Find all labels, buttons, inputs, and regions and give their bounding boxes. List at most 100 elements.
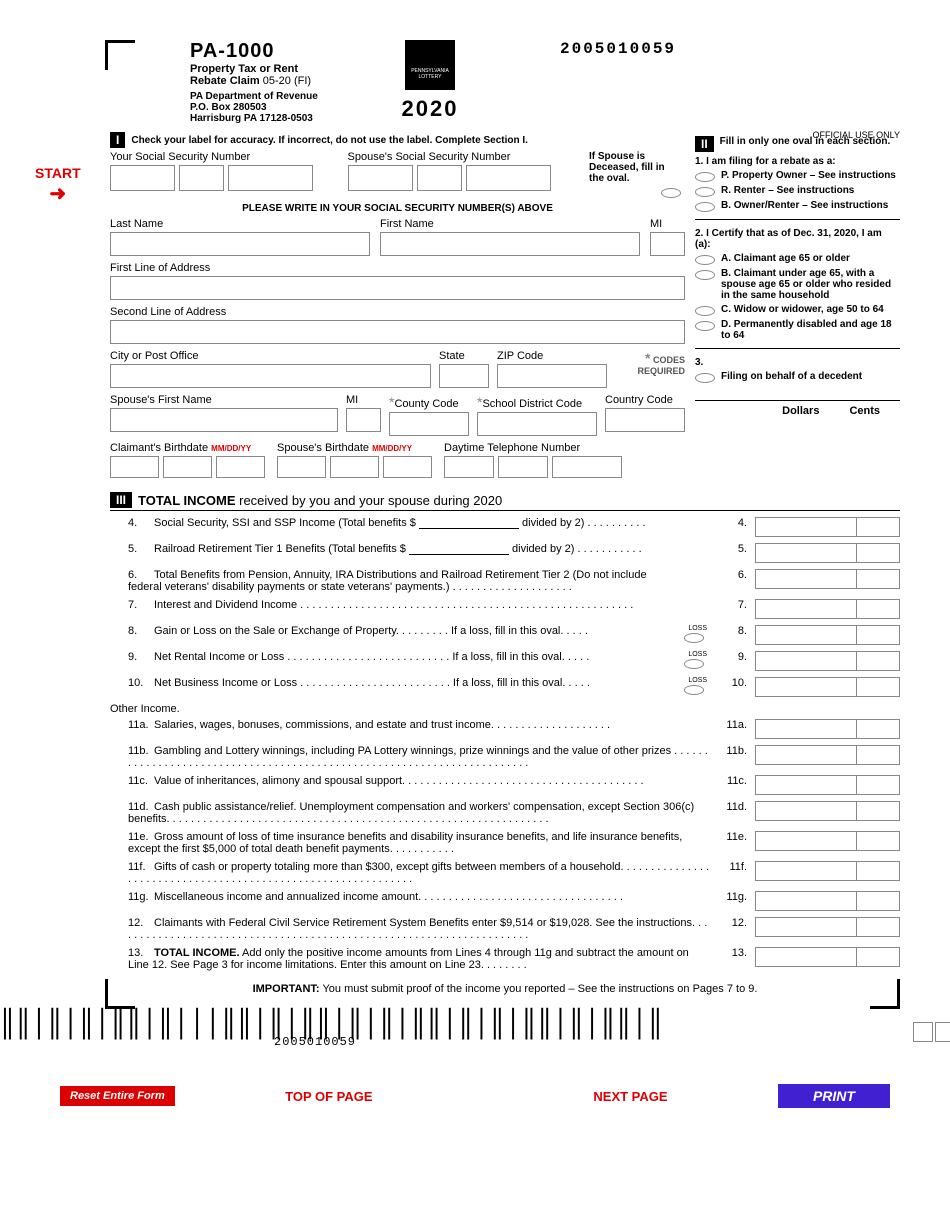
oval-c[interactable] [695, 306, 715, 316]
line11c-amount[interactable] [755, 775, 900, 795]
line11d-right: 11d. [719, 801, 747, 813]
line13-amount[interactable] [755, 947, 900, 967]
your-ssn-2[interactable] [179, 165, 224, 191]
line6-num: 6. [128, 569, 154, 581]
dollars-label: Dollars [782, 405, 819, 417]
write-ssn-note: PLEASE WRITE IN YOUR SOCIAL SECURITY NUM… [110, 203, 685, 214]
cents-label: Cents [849, 405, 880, 417]
line10-loss-oval[interactable] [684, 685, 704, 695]
spouse-ssn-1[interactable] [348, 165, 413, 191]
line8-loss-label: LOSS [676, 625, 707, 632]
line9-amount[interactable] [755, 651, 900, 671]
first-name-input[interactable] [380, 232, 640, 256]
line11d-amount[interactable] [755, 801, 900, 821]
addr-1: P.O. Box 280503 [190, 102, 380, 113]
your-ssn-1[interactable] [110, 165, 175, 191]
line8-amount[interactable] [755, 625, 900, 645]
line6-amount[interactable] [755, 569, 900, 589]
state-input[interactable] [439, 364, 489, 388]
oval-b[interactable] [695, 202, 715, 212]
q2-label: 2. I Certify that as of Dec. 31, 2020, I… [695, 228, 900, 250]
claimant-bd-label: Claimant's Birthdate [110, 442, 208, 454]
mi2-input[interactable] [346, 408, 381, 432]
line9-loss-oval[interactable] [684, 659, 704, 669]
top-of-page-button[interactable]: TOP OF PAGE [285, 1089, 372, 1104]
line11g-right: 11g. [719, 891, 747, 903]
line11e-amount[interactable] [755, 831, 900, 851]
addr1-input[interactable] [110, 276, 685, 300]
line11b-amount[interactable] [755, 745, 900, 765]
line11e-num: 11e. [128, 831, 154, 843]
form-title: PA-1000 [190, 40, 380, 63]
school-code-input[interactable] [477, 412, 597, 436]
school-code-label: School District Code [482, 398, 582, 410]
line8-text: Gain or Loss on the Sale or Exchange of … [154, 625, 563, 637]
line11f-text: Gifts of cash or property totaling more … [154, 861, 624, 873]
line8-loss-oval[interactable] [684, 633, 704, 643]
claimant-bd-mm[interactable] [110, 456, 159, 478]
next-page-button[interactable]: NEXT PAGE [593, 1089, 667, 1104]
oval-p[interactable] [695, 172, 715, 182]
line11g-amount[interactable] [755, 891, 900, 911]
spouse-bd-yy[interactable] [383, 456, 432, 478]
country-code-input[interactable] [605, 408, 685, 432]
spouse-bd-dd[interactable] [330, 456, 379, 478]
zip-input[interactable] [497, 364, 607, 388]
line8-right: 8. [719, 625, 747, 637]
start-arrow-icon: ➜ [35, 181, 81, 206]
reset-button[interactable]: Reset Entire Form [60, 1086, 175, 1106]
phone-label: Daytime Telephone Number [444, 442, 685, 454]
spouse-ssn-2[interactable] [417, 165, 462, 191]
form-number: 2005010059 [560, 40, 900, 58]
oval-r[interactable] [695, 187, 715, 197]
q1-label: 1. I am filing for a rebate as a: [695, 156, 900, 167]
claimant-bd-dd[interactable] [163, 456, 212, 478]
line11g-num: 11g. [128, 891, 154, 903]
subtitle-1: Property Tax or Rent [190, 63, 298, 75]
oval-decedent[interactable] [695, 373, 715, 383]
line13-right: 13. [719, 947, 747, 959]
city-input[interactable] [110, 364, 431, 388]
line12-amount[interactable] [755, 917, 900, 937]
opt-r: R. Renter – See instructions [721, 185, 854, 196]
mi-input[interactable] [650, 232, 685, 256]
county-code-input[interactable] [389, 412, 469, 436]
your-ssn-3[interactable] [228, 165, 313, 191]
line7-right: 7. [719, 599, 747, 611]
oval-b2[interactable] [695, 270, 715, 280]
line11c-text: Value of inheritances, alimony and spous… [154, 775, 405, 787]
line4-amount[interactable] [755, 517, 900, 537]
phone-area[interactable] [444, 456, 494, 478]
spouse-bd-mm[interactable] [277, 456, 326, 478]
claimant-bd-yy[interactable] [216, 456, 265, 478]
line10-num: 10. [128, 677, 154, 689]
mmddyy-1: MM/DD/YY [211, 444, 251, 453]
spouse-first-input[interactable] [110, 408, 338, 432]
iii-title-bold: TOTAL INCOME [138, 493, 236, 508]
oval-a[interactable] [695, 255, 715, 265]
line7-amount[interactable] [755, 599, 900, 619]
addr2-label: Second Line of Address [110, 306, 685, 318]
spouse-deceased-label: If Spouse is Deceased, fill in the oval. [589, 151, 681, 184]
phone-prefix[interactable] [498, 456, 548, 478]
line11a-amount[interactable] [755, 719, 900, 739]
print-button[interactable]: PRINT [778, 1084, 890, 1108]
spouse-ssn-3[interactable] [466, 165, 551, 191]
line11f-amount[interactable] [755, 861, 900, 881]
line4-benefits-input[interactable] [419, 517, 519, 529]
last-name-input[interactable] [110, 232, 370, 256]
mi2-label: MI [346, 394, 381, 406]
section-iii-bar: III [110, 492, 132, 508]
addr2-input[interactable] [110, 320, 685, 344]
phone-line[interactable] [552, 456, 622, 478]
line5-amount[interactable] [755, 543, 900, 563]
important-bold: IMPORTANT: [253, 983, 320, 995]
opt-decedent: Filing on behalf of a decedent [721, 371, 862, 382]
line10-amount[interactable] [755, 677, 900, 697]
spouse-deceased-oval[interactable] [661, 188, 681, 198]
line11g-text: Miscellaneous income and annualized inco… [154, 891, 421, 903]
line5-benefits-input[interactable] [409, 543, 509, 555]
oval-d[interactable] [695, 321, 715, 331]
line9-loss-label: LOSS [676, 651, 707, 658]
spouse-first-label: Spouse's First Name [110, 394, 338, 406]
